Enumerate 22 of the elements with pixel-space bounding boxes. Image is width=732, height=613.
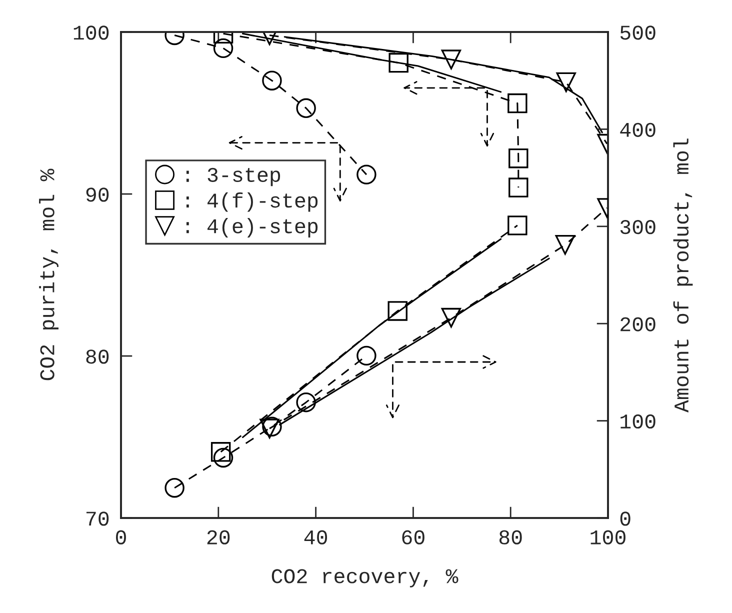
legend-label: : 4(f)-step: [186, 192, 318, 212]
x-axis-title: CO2 recovery, %: [272, 569, 458, 588]
y-tick-label: 70: [86, 512, 109, 526]
x-tick-label: 20: [207, 530, 230, 544]
y2-tick-label: 0: [620, 512, 630, 526]
legend-label: : 4(e)-step: [186, 218, 318, 238]
y2-axis-title: Amount of product, mol: [673, 138, 693, 413]
x-tick-label: 60: [402, 530, 424, 544]
y2-tick-label: 400: [620, 122, 656, 137]
legend-label: : 3-step: [186, 168, 280, 186]
y-tick-label: 100: [74, 26, 109, 40]
x-tick-label: 100: [590, 530, 626, 544]
y-tick-label: 90: [86, 188, 109, 202]
x-tick-label: 0: [116, 530, 126, 544]
y-axis-title: CO2 purity, mol %: [39, 168, 58, 380]
x-tick-label: 80: [499, 530, 522, 544]
x-tick-label: 40: [304, 530, 328, 544]
y2-tick-label: 500: [620, 26, 656, 40]
y2-tick-label: 100: [620, 414, 656, 429]
y-tick-label: 80: [86, 350, 109, 364]
y2-tick-label: 200: [620, 317, 656, 332]
y2-tick-label: 300: [620, 220, 656, 234]
